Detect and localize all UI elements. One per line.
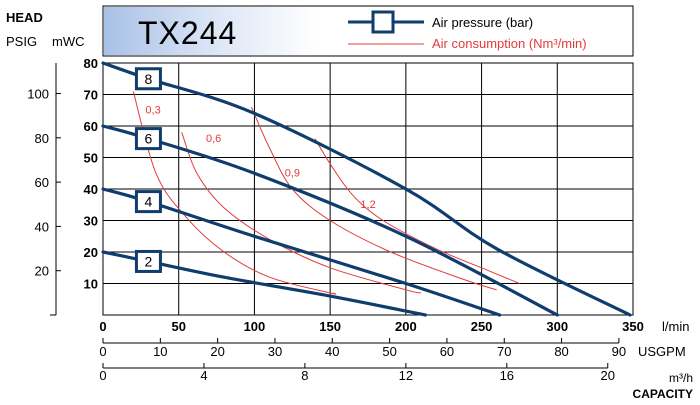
x-axis-title: CAPACITY: [633, 387, 693, 401]
usgpm-tick-label: 60: [440, 344, 454, 359]
mwc-tick-label: 60: [84, 119, 98, 134]
air-pressure-marker-label: 4: [145, 194, 153, 210]
psig-tick-label: 100: [27, 87, 49, 102]
lmin-tick-label: 200: [395, 319, 417, 334]
mwc-tick-label: 50: [84, 151, 98, 166]
mwc-tick-label: 80: [84, 56, 98, 71]
usgpm-tick-label: 0: [99, 344, 106, 359]
curve-labels: 0,3 0,6 0,9 1,2 2 4 6 8: [134, 67, 376, 273]
m3h-unit: m³/h: [669, 371, 693, 385]
usgpm-tick-label: 10: [153, 344, 167, 359]
psig-tick-label: 40: [35, 219, 49, 234]
mwc-tick-label: 20: [84, 245, 98, 260]
usgpm-tick-label: 90: [612, 344, 626, 359]
air-consumption-curve-label: 1,2: [360, 199, 375, 211]
mwc-tick-label: 70: [84, 88, 98, 103]
usgpm-tick-label: 70: [497, 344, 511, 359]
m3h-tick-label: 20: [601, 368, 615, 383]
air-pressure-marker: [134, 249, 162, 273]
air-consumption-curve-label: 0,6: [206, 133, 221, 145]
lmin-tick-label: 100: [244, 319, 266, 334]
air-consumption-curve-label: 0,3: [145, 104, 160, 116]
lmin-tick-label: 150: [319, 319, 341, 334]
air-consumption-curves: [132, 91, 520, 295]
y-axis-unit-psig: PSIG: [6, 34, 37, 49]
lmin-tick-label: 300: [546, 319, 568, 334]
legend: Air pressure (bar) Air consumption (Nm³/…: [348, 10, 587, 51]
mwc-tick-label: 40: [84, 182, 98, 197]
m3h-tick-label: 8: [301, 368, 308, 383]
legend-air-consumption-label: Air consumption (Nm³/min): [432, 36, 587, 51]
air-consumption-curve: [181, 132, 422, 294]
usgpm-tick-label: 50: [382, 344, 396, 359]
lmin-tick-label: 50: [171, 319, 185, 334]
air-consumption-curve: [314, 138, 520, 284]
lmin-unit: l/min: [662, 319, 689, 334]
air-pressure-marker-label: 2: [145, 253, 153, 269]
usgpm-tick-label: 20: [210, 344, 224, 359]
usgpm-tick-label: 40: [325, 344, 339, 359]
m3h-tick-label: 4: [200, 368, 207, 383]
legend-air-pressure-marker: [371, 10, 395, 34]
chart-title: TX244: [138, 15, 237, 51]
y-axis-unit-mwc: mWC: [52, 34, 85, 49]
lmin-tick-label: 0: [99, 319, 106, 334]
m3h-tick-label: 0: [99, 368, 106, 383]
lmin-tick-label: 350: [622, 319, 644, 334]
m3h-tick-label: 12: [399, 368, 413, 383]
usgpm-tick-label: 30: [268, 344, 282, 359]
m3h-tick-label: 16: [500, 368, 514, 383]
air-pressure-marker: [134, 190, 162, 214]
air-consumption-curve: [132, 91, 337, 295]
legend-air-pressure-label: Air pressure (bar): [432, 15, 533, 30]
mwc-tick-label: 30: [84, 214, 98, 229]
psig-tick-label: 20: [35, 264, 49, 279]
psig-tick-label: 60: [35, 175, 49, 190]
mwc-tick-label: 10: [84, 277, 98, 292]
air-pressure-marker-label: 6: [145, 131, 153, 147]
air-pressure-marker: [134, 127, 162, 151]
air-pressure-marker: [134, 67, 162, 91]
usgpm-unit: USGPM: [638, 344, 686, 359]
lmin-tick-label: 250: [471, 319, 493, 334]
air-pressure-marker-label: 8: [145, 71, 153, 87]
usgpm-tick-label: 80: [554, 344, 568, 359]
psig-tick-label: 80: [35, 131, 49, 146]
title-gradient-panel: [104, 7, 318, 55]
air-consumption-curve-label: 0,9: [285, 167, 300, 179]
air-consumption-curve: [250, 106, 497, 291]
y-axis-title: HEAD: [6, 10, 43, 25]
